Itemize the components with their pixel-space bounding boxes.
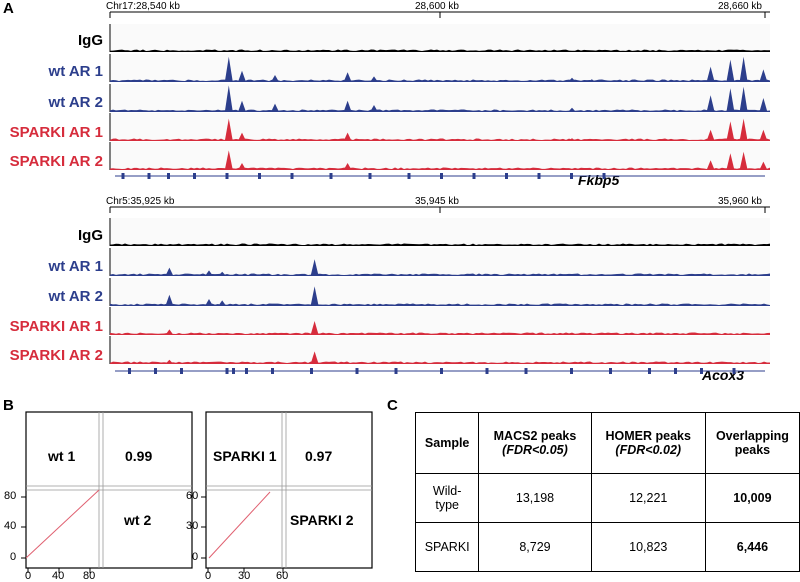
table-row: SPARKI 8,729 10,823 6,446 <box>416 523 800 572</box>
matrix1-ytick: 80 <box>4 490 16 502</box>
cell-sample: SPARKI <box>416 523 479 572</box>
header-macs2: MACS2 peaks (FDR<0.05) <box>479 413 591 474</box>
table-row: Wild- type 13,198 12,221 10,009 <box>416 474 800 523</box>
table-header-row: Sample MACS2 peaks (FDR<0.05) HOMER peak… <box>416 413 800 474</box>
matrix1-ytick: 0 <box>10 551 16 563</box>
matrix2-xtick: 60 <box>276 570 288 582</box>
cell-homer: 10,823 <box>591 523 705 572</box>
header-homer: HOMER peaks (FDR<0.02) <box>591 413 705 474</box>
header-overlap-line2: peaks <box>735 443 770 457</box>
header-overlap-line1: Overlapping <box>716 429 789 443</box>
cell-sample-line2: type <box>435 498 459 512</box>
cell-overlap: 6,446 <box>705 523 799 572</box>
peaks-table: Sample MACS2 peaks (FDR<0.05) HOMER peak… <box>415 412 800 572</box>
header-macs2-title: MACS2 peaks <box>494 429 577 443</box>
header-sample: Sample <box>416 413 479 474</box>
cell-sample: Wild- type <box>416 474 479 523</box>
cell-homer: 12,221 <box>591 474 705 523</box>
matrix2-ytick: 0 <box>192 551 198 563</box>
matrix1-correlation: 0.99 <box>125 448 152 464</box>
matrix1-xtick: 0 <box>25 570 31 582</box>
matrix2-ytick: 30 <box>186 520 198 532</box>
matrix1-xtick: 40 <box>52 570 64 582</box>
matrix2-correlation: 0.97 <box>305 448 332 464</box>
header-homer-title: HOMER peaks <box>606 429 691 443</box>
scatter-line-1 <box>26 490 99 558</box>
matrix1-label2: wt 2 <box>124 512 151 528</box>
cell-overlap: 10,009 <box>705 474 799 523</box>
matrix2-xtick: 30 <box>238 570 250 582</box>
matrix1-label1: wt 1 <box>48 448 75 464</box>
matrix2-label1: SPARKI 1 <box>213 448 277 464</box>
scatter-line-2 <box>209 492 270 558</box>
header-homer-fdr: (FDR<0.02) <box>615 443 681 457</box>
matrix2-ytick: 60 <box>186 490 198 502</box>
matrix1-xtick: 80 <box>83 570 95 582</box>
panel-c-letter: C <box>387 397 398 414</box>
cell-macs2: 8,729 <box>479 523 591 572</box>
matrix1-ytick: 40 <box>4 520 16 532</box>
header-macs2-fdr: (FDR<0.05) <box>502 443 568 457</box>
header-overlap: Overlapping peaks <box>705 413 799 474</box>
cell-macs2: 13,198 <box>479 474 591 523</box>
matrix2-label2: SPARKI 2 <box>290 512 354 528</box>
cell-sample-line1: Wild- <box>433 484 461 498</box>
matrix2-xtick: 0 <box>205 570 211 582</box>
